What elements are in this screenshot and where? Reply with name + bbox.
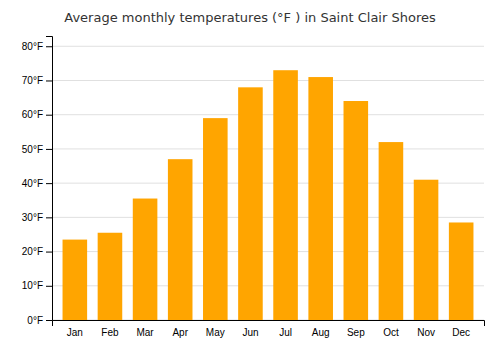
tick-label: Nov xyxy=(417,327,435,338)
tick-mark xyxy=(46,115,52,116)
tick: Mar xyxy=(136,327,154,338)
tick-label: 30°F xyxy=(22,212,43,223)
tick-mark xyxy=(46,46,52,47)
bar xyxy=(449,222,474,320)
tick: 50°F xyxy=(22,144,52,155)
tick: 40°F xyxy=(22,178,52,189)
bar xyxy=(133,199,158,320)
tick: 80°F xyxy=(22,41,52,52)
tick: Oct xyxy=(383,327,399,338)
chart: 0°F 10°F 20°F 30°F 40°F 50°F 60°F 70°F 80°F Jan Fe… xyxy=(0,0,500,350)
tick: May xyxy=(206,327,225,338)
tick-label: Jan xyxy=(67,327,83,338)
grid-line xyxy=(52,46,484,47)
tick-mark xyxy=(46,252,52,253)
tick-mark xyxy=(46,286,52,287)
grid xyxy=(52,46,484,320)
grid-line xyxy=(52,114,484,115)
tick-label: Jun xyxy=(242,327,258,338)
title: Average monthly temperatures (°F ) in Sa… xyxy=(64,10,436,25)
bar xyxy=(379,142,404,320)
bar xyxy=(168,159,193,320)
tick: 30°F xyxy=(22,212,52,223)
tick: Aug xyxy=(312,327,330,338)
tick-label: 40°F xyxy=(22,178,43,189)
tick: Nov xyxy=(417,327,435,338)
tick-label: Jul xyxy=(279,327,292,338)
tick-mark xyxy=(46,183,52,184)
tick-mark xyxy=(46,80,52,81)
tick: 60°F xyxy=(22,109,52,120)
x-axis: Jan Feb Mar Apr May Jun Jul Aug Sep Oct Nov Dec xyxy=(53,321,485,339)
tick-label: Oct xyxy=(383,327,399,338)
tick-label: 60°F xyxy=(22,109,43,120)
tick-mark xyxy=(46,217,52,218)
grid-line xyxy=(52,148,484,149)
tick-label: Feb xyxy=(101,327,119,338)
bar xyxy=(273,70,298,320)
axis-line xyxy=(46,37,53,321)
tick-mark xyxy=(46,320,52,321)
tick: Jun xyxy=(242,327,258,338)
tick: 0°F xyxy=(27,315,52,326)
bar xyxy=(344,101,369,320)
grid-line xyxy=(52,80,484,81)
bar xyxy=(63,240,88,320)
bar xyxy=(308,77,333,320)
tick-label: Apr xyxy=(172,327,188,338)
bar xyxy=(414,180,439,320)
bar xyxy=(203,118,228,320)
bar xyxy=(238,87,263,320)
tick-label: Mar xyxy=(136,327,154,338)
y-axis: 0°F 10°F 20°F 30°F 40°F 50°F 60°F 70°F 80°F xyxy=(22,37,53,326)
tick: Jan xyxy=(67,327,83,338)
tick-label: Dec xyxy=(452,327,470,338)
tick: 70°F xyxy=(22,75,52,86)
bar xyxy=(98,233,123,320)
tick-label: 80°F xyxy=(22,41,43,52)
tick: Jul xyxy=(279,327,292,338)
tick-label: 20°F xyxy=(22,246,43,257)
tick: 10°F xyxy=(22,280,52,291)
tick: Sep xyxy=(347,327,365,338)
tick-label: 50°F xyxy=(22,144,43,155)
tick: Apr xyxy=(172,327,188,338)
tick-label: 0°F xyxy=(27,315,43,326)
tick-mark xyxy=(46,149,52,150)
tick: 20°F xyxy=(22,246,52,257)
axis-line xyxy=(53,321,485,327)
tick: Dec xyxy=(452,327,470,338)
tick-label: 70°F xyxy=(22,75,43,86)
tick-label: Sep xyxy=(347,327,365,338)
plot: 0°F 10°F 20°F 30°F 40°F 50°F 60°F 70°F 80°F Jan Fe… xyxy=(22,37,485,339)
tick: Feb xyxy=(101,327,119,338)
tick-label: 10°F xyxy=(22,280,43,291)
bars xyxy=(63,70,474,320)
tick-label: May xyxy=(206,327,225,338)
tick-label: Aug xyxy=(312,327,330,338)
